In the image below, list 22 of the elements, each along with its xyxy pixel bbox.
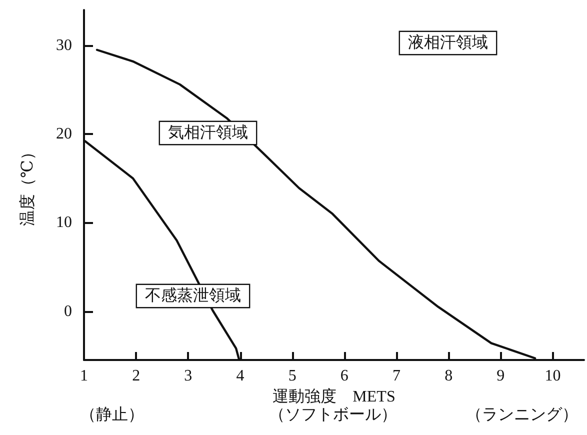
annotation: 不感蒸泄領域 — [145, 286, 241, 304]
x-tick-label: 8 — [444, 368, 453, 384]
annotation: 液相汗領域 — [408, 34, 488, 52]
y-tick-label: 0 — [64, 302, 72, 320]
x-tick-label: 3 — [184, 368, 192, 384]
x-tick-label: 9 — [496, 368, 505, 384]
y-axis-title: 温度（℃） — [18, 144, 36, 226]
y-tick-label: 10 — [56, 214, 72, 232]
x-tick-label: 6 — [340, 368, 348, 384]
y-tick-label: 20 — [56, 126, 72, 143]
text: （ランニング） — [466, 406, 578, 424]
x-tick-label: 2 — [132, 368, 140, 384]
x-tick-label: 1 — [80, 368, 88, 384]
y-tick-label: 30 — [56, 36, 72, 54]
x-tick-label: 7 — [392, 368, 400, 384]
x-tick-label: 5 — [288, 368, 296, 384]
text: （ソフトボール） — [269, 406, 397, 424]
x-tick-label: 4 — [236, 368, 244, 384]
x-axis-title: 運動強度 METS — [272, 387, 396, 406]
x-tick-label: 10 — [544, 368, 561, 384]
text: （静止） — [80, 406, 144, 424]
annotation: 気相汗領域 — [168, 124, 248, 142]
